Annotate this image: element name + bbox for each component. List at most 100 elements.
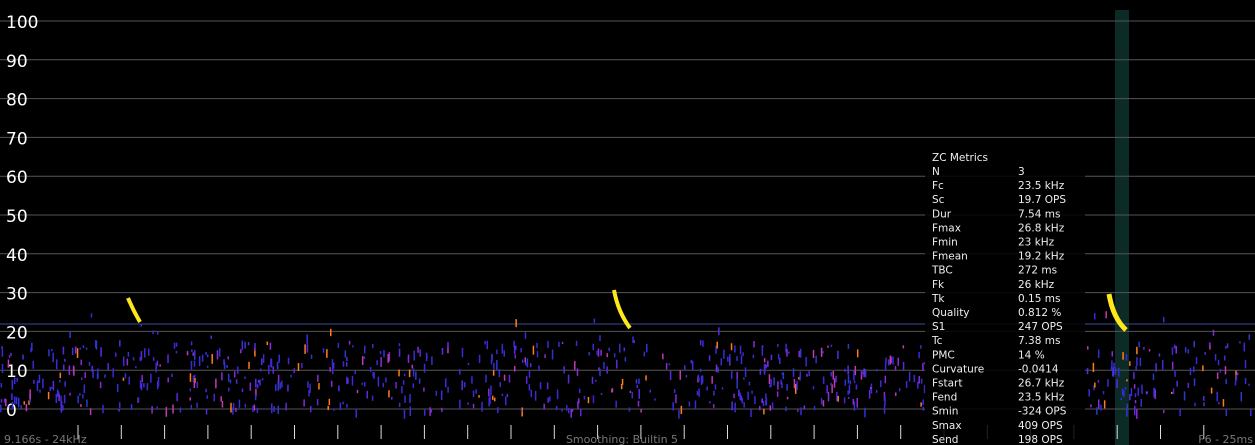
noise-speck: [673, 389, 676, 394]
noise-speck: [37, 380, 39, 383]
noise-speck: [398, 402, 401, 408]
noise-speck: [524, 332, 527, 339]
noise-speck: [532, 345, 535, 355]
noise-speck: [897, 357, 899, 366]
noise-speck: [844, 368, 846, 372]
noise-speck: [638, 389, 640, 399]
noise-speck: [254, 343, 256, 351]
noise-speck: [536, 342, 538, 349]
noise-speck: [13, 377, 16, 384]
noise-speck: [1214, 353, 1217, 361]
noise-speck: [127, 351, 130, 357]
noise-speck: [1093, 313, 1096, 320]
noise-speck: [798, 377, 800, 380]
noise-speck: [409, 406, 411, 416]
noise-speck: [908, 371, 911, 382]
noise-speck: [827, 345, 829, 348]
noise-speck: [230, 402, 232, 413]
noise-speck: [684, 365, 686, 371]
noise-speck: [241, 340, 243, 350]
noise-speck: [1087, 346, 1089, 350]
noise-speck: [485, 374, 487, 383]
noise-speck: [629, 390, 632, 393]
noise-speck: [1193, 340, 1195, 348]
noise-speck: [561, 409, 563, 412]
noise-speck: [1096, 407, 1098, 415]
noise-speck: [441, 347, 444, 355]
noise-speck: [221, 400, 224, 408]
metric-label: PMC: [932, 349, 955, 361]
noise-speck: [1135, 366, 1137, 371]
noise-speck: [885, 357, 887, 363]
noise-speck: [8, 355, 11, 358]
noise-speck: [1176, 380, 1178, 387]
noise-speck: [206, 365, 209, 368]
noise-speck: [1136, 408, 1138, 419]
noise-speck: [11, 401, 14, 410]
noise-speck: [759, 369, 762, 375]
noise-speck: [223, 362, 226, 370]
cursor-band: [1115, 10, 1129, 445]
noise-speck: [173, 342, 176, 349]
noise-speck: [77, 395, 79, 404]
noise-speck: [151, 406, 153, 414]
noise-speck: [833, 378, 836, 388]
metric-value: 3: [1018, 166, 1025, 178]
noise-speck: [201, 354, 204, 362]
noise-speck: [736, 378, 738, 389]
noise-speck: [794, 384, 797, 394]
y-tick-label: 90: [6, 52, 28, 72]
noise-speck: [520, 348, 522, 353]
metric-value: 19.2 kHz: [1018, 251, 1065, 263]
metric-label: Dur: [932, 208, 952, 220]
noise-speck: [822, 351, 824, 354]
noise-speck: [228, 387, 230, 392]
noise-speck: [74, 346, 77, 354]
noise-speck: [679, 370, 682, 380]
noise-speck: [244, 376, 246, 379]
noise-speck: [1133, 384, 1136, 389]
noise-speck: [1158, 353, 1161, 357]
noise-speck: [352, 345, 354, 348]
noise-speck: [759, 405, 761, 411]
noise-speck: [761, 345, 764, 356]
noise-speck: [786, 396, 789, 400]
noise-speck: [785, 343, 787, 353]
noise-speck: [574, 360, 576, 370]
noise-speck: [697, 374, 700, 381]
noise-speck: [822, 400, 825, 407]
noise-speck: [429, 407, 431, 416]
noise-speck: [1217, 359, 1220, 366]
noise-speck: [478, 354, 481, 363]
noise-speck: [388, 352, 391, 362]
noise-speck: [193, 380, 196, 389]
noise-speck: [273, 405, 275, 412]
noise-speck: [413, 350, 415, 361]
noise-speck: [799, 375, 801, 381]
noise-speck: [1, 349, 4, 357]
noise-speck: [497, 407, 499, 414]
noise-speck: [249, 382, 252, 391]
noise-speck: [691, 360, 694, 371]
noise-speck: [713, 390, 715, 396]
noise-speck: [690, 360, 693, 364]
noise-speck: [159, 364, 161, 367]
noise-speck: [48, 349, 50, 357]
noise-speck: [534, 390, 537, 401]
noise-speck: [216, 350, 219, 360]
noise-speck: [63, 364, 65, 371]
noise-speck: [624, 357, 627, 362]
noise-speck: [269, 342, 272, 350]
noise-speck: [632, 336, 634, 343]
noise-speck: [662, 353, 664, 360]
noise-speck: [529, 363, 532, 368]
noise-speck: [0, 404, 2, 413]
noise-speck: [218, 348, 221, 357]
noise-speck: [268, 364, 270, 375]
noise-speck: [765, 364, 767, 369]
noise-speck: [696, 391, 699, 396]
noise-speck: [1154, 389, 1156, 400]
noise-speck: [769, 405, 772, 411]
noise-speck: [599, 335, 601, 342]
noise-speck: [310, 354, 313, 359]
